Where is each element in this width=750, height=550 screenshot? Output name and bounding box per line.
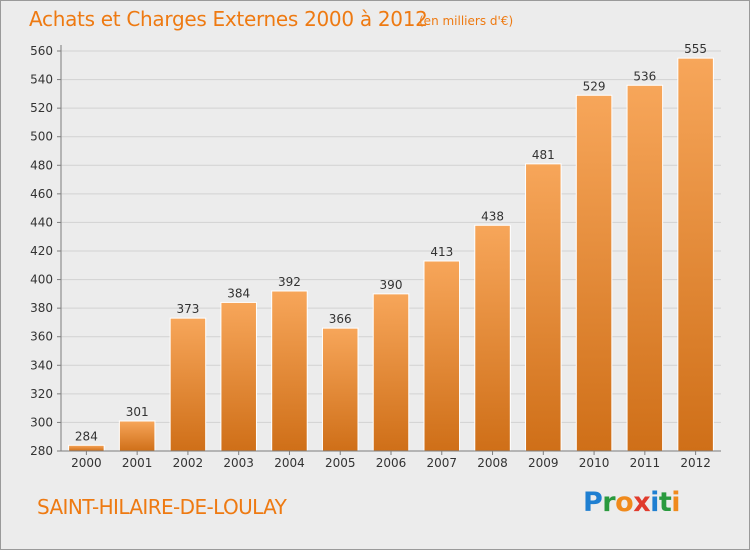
x-tick-label: 2000 bbox=[71, 456, 102, 470]
logo-letter: t bbox=[658, 487, 672, 518]
bars bbox=[68, 57, 714, 452]
y-tick-label: 440 bbox=[30, 215, 53, 229]
data-label: 536 bbox=[633, 69, 656, 83]
y-tick-label: 380 bbox=[30, 301, 53, 315]
y-tick-label: 360 bbox=[30, 330, 53, 344]
bar-2000 bbox=[68, 444, 105, 452]
y-tick-label: 340 bbox=[30, 358, 53, 372]
data-label: 301 bbox=[126, 405, 149, 419]
proxiti-logo[interactable]: Proxiti bbox=[583, 487, 681, 518]
data-label: 390 bbox=[380, 278, 403, 292]
x-tick-label: 2009 bbox=[528, 456, 559, 470]
x-tick-label: 2003 bbox=[223, 456, 254, 470]
y-tick-label: 400 bbox=[30, 273, 53, 287]
bar-2002 bbox=[169, 317, 207, 452]
bar-2006 bbox=[372, 293, 410, 452]
bar-2007 bbox=[423, 260, 461, 452]
x-tick-label: 2005 bbox=[325, 456, 356, 470]
data-labels: 284 301 373 384 392 366 390 413 438 481 529 536 555 bbox=[75, 42, 707, 443]
logo-letter: o bbox=[615, 487, 634, 518]
data-label: 392 bbox=[278, 275, 301, 289]
logo-letter: P bbox=[583, 487, 603, 518]
y-tick-label: 420 bbox=[30, 244, 53, 258]
x-tick-label: 2011 bbox=[630, 456, 661, 470]
bar-2011 bbox=[626, 84, 664, 452]
logo-letter: i bbox=[650, 487, 659, 518]
y-tick-label: 300 bbox=[30, 415, 53, 429]
chart-unit: (en milliers d'€) bbox=[419, 14, 514, 28]
data-label: 384 bbox=[227, 286, 250, 300]
x-tick-label: 2002 bbox=[173, 456, 204, 470]
x-tick-label: 2006 bbox=[376, 456, 407, 470]
y-tick-label: 540 bbox=[30, 73, 53, 87]
bar-2010 bbox=[575, 94, 613, 452]
data-label: 284 bbox=[75, 429, 98, 443]
axes: 280 300 320 340 360 380 400 420 440 460 480 500 520 5… bbox=[30, 44, 721, 470]
bar-2004 bbox=[271, 290, 308, 452]
bar-2012 bbox=[677, 57, 714, 452]
commune-name: SAINT-HILAIRE-DE-LOULAY bbox=[37, 495, 287, 519]
x-tick-label: 2012 bbox=[680, 456, 711, 470]
bar-2003 bbox=[220, 301, 257, 452]
x-tick-label: 2007 bbox=[426, 456, 457, 470]
logo-letter: r bbox=[602, 487, 616, 518]
chart-title: Achats et Charges Externes 2000 à 2012 bbox=[29, 7, 428, 31]
bar-2009 bbox=[525, 163, 562, 452]
y-tick-label: 520 bbox=[30, 101, 53, 115]
data-label: 366 bbox=[329, 312, 352, 326]
bar-2008 bbox=[474, 224, 511, 452]
x-tick-label: 2004 bbox=[274, 456, 305, 470]
y-tick-label: 280 bbox=[30, 444, 53, 458]
y-tick-label: 320 bbox=[30, 387, 53, 401]
data-label: 481 bbox=[532, 148, 555, 162]
data-label: 438 bbox=[481, 209, 504, 223]
data-label: 373 bbox=[176, 302, 199, 316]
data-label: 529 bbox=[583, 79, 606, 93]
data-label: 555 bbox=[684, 42, 707, 56]
logo-letter: x bbox=[633, 487, 651, 518]
bar-2001 bbox=[118, 420, 156, 452]
logo-letter: i bbox=[671, 487, 681, 518]
x-tick-label: 2010 bbox=[579, 456, 610, 470]
x-tick-label: 2001 bbox=[122, 456, 153, 470]
data-label: 413 bbox=[430, 245, 453, 259]
bar-2005 bbox=[321, 327, 359, 452]
y-tick-label: 560 bbox=[30, 44, 53, 58]
y-tick-label: 480 bbox=[30, 158, 53, 172]
y-tick-label: 500 bbox=[30, 130, 53, 144]
y-tick-label: 460 bbox=[30, 187, 53, 201]
x-tick-label: 2008 bbox=[477, 456, 508, 470]
